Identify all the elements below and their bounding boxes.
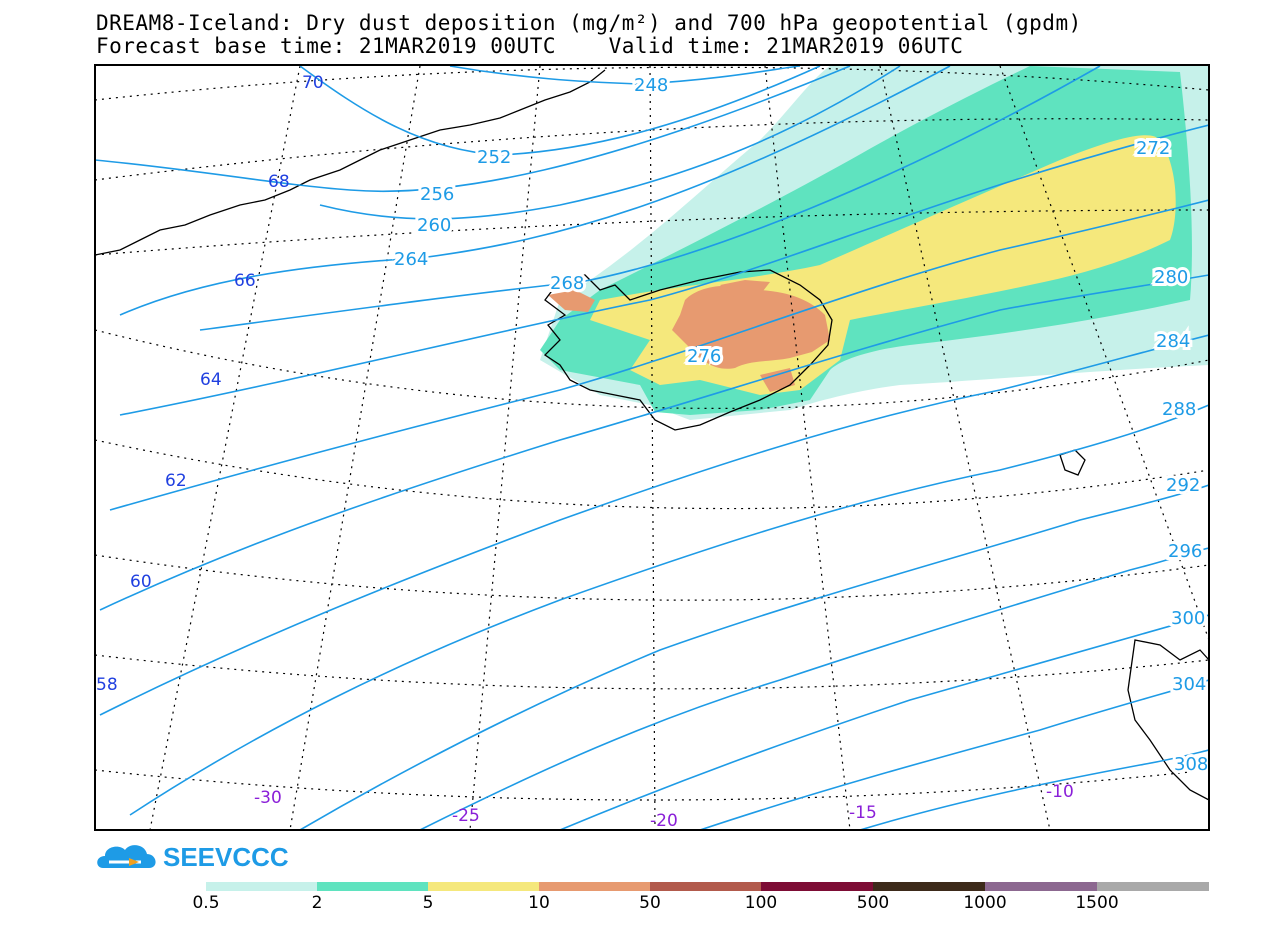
contour-296 [419, 547, 1209, 830]
lat-label: 66 [234, 271, 256, 291]
map-subtitle: Forecast base time: 21MAR2019 00UTC Vali… [96, 34, 964, 58]
legend-label: 1000 [963, 893, 1007, 913]
lat-label: 70 [302, 73, 324, 93]
lon-label: -25 [452, 806, 480, 826]
contour-label: 276 [687, 346, 721, 367]
contour-280 [99, 274, 1209, 611]
contour-304 [699, 679, 1209, 830]
legend-swatch [428, 882, 539, 891]
contour-248 [449, 65, 801, 85]
dust-level-10-north [720, 280, 770, 298]
contour-300 [559, 614, 1209, 830]
contour-260 [319, 65, 901, 220]
contour-labels: 248 252 256 260 264 268 272 276 280 284 … [391, 72, 1209, 778]
contour-308 [859, 749, 1209, 830]
contour-label: 300 [1171, 608, 1205, 629]
contour-label: 296 [1168, 541, 1202, 562]
greenland-coast [95, 69, 606, 256]
contour-268 [199, 65, 1101, 331]
legend-swatch [650, 882, 761, 891]
contour-label: 288 [1162, 399, 1196, 420]
contour-label: 268 [550, 273, 584, 294]
contour-288 [129, 404, 1209, 816]
contour-256 [95, 65, 851, 193]
coastlines [95, 69, 1209, 801]
legend-label: 0.5 [192, 893, 220, 913]
map-frame [94, 64, 1210, 831]
seevccc-logo: SEEVCCC [97, 842, 289, 872]
legend-label: 500 [856, 893, 890, 913]
lon-label: -10 [1046, 782, 1074, 802]
legend-label: 100 [744, 893, 778, 913]
contour-252 [299, 65, 821, 156]
norway-coast [1127, 639, 1209, 801]
lon-label: -30 [254, 788, 282, 808]
legend-label: 50 [639, 893, 661, 913]
geopotential-contours [95, 65, 1209, 830]
lon-label: -20 [650, 811, 678, 831]
lat-label: 68 [268, 172, 290, 192]
legend-swatch [539, 882, 650, 891]
legend-label: 2 [311, 893, 323, 913]
contour-label: 260 [417, 215, 451, 236]
iceland-coast [543, 269, 833, 431]
lon-label: -15 [849, 803, 877, 823]
lat-label: 60 [130, 572, 152, 592]
latitude-labels: 70 68 66 64 62 60 58 [96, 73, 324, 695]
legend-swatch [317, 882, 428, 891]
dust-level-10-west [548, 290, 595, 312]
legend-swatch [206, 882, 317, 891]
dust-deposition-field [540, 66, 1209, 420]
contour-272 [119, 124, 1209, 416]
lat-label: 62 [165, 471, 187, 491]
contour-label: 292 [1166, 475, 1200, 496]
contour-label: 252 [477, 147, 511, 168]
contour-label: 280 [1154, 267, 1188, 288]
longitude-labels: -30 -25 -20 -15 -10 [254, 782, 1074, 831]
legend-label: 5 [422, 893, 434, 913]
contour-label: 272 [1136, 138, 1170, 159]
lat-label: 64 [200, 370, 222, 390]
dust-level-10-south [760, 368, 795, 392]
legend-swatch [985, 882, 1097, 891]
contour-label: 308 [1174, 754, 1208, 775]
logo-text: SEEVCCC [163, 842, 289, 872]
contour-276 [109, 199, 1209, 511]
contour-284 [99, 334, 1209, 716]
contour-label: 256 [420, 184, 454, 205]
legend-swatch [1097, 882, 1209, 891]
contour-label: 304 [1172, 674, 1206, 695]
legend-label: 10 [528, 893, 550, 913]
lat-label: 58 [96, 675, 118, 695]
cloud-icon [97, 845, 156, 868]
contour-264 [119, 65, 951, 316]
map-title: DREAM8-Iceland: Dry dust deposition (mg/… [96, 11, 1082, 35]
legend-swatch [761, 882, 873, 891]
dust-level-10 [672, 285, 830, 369]
contour-label: 248 [634, 75, 668, 96]
legend-label: 1500 [1075, 893, 1119, 913]
contour-292 [299, 484, 1209, 830]
graticule [95, 65, 1209, 830]
contour-label: 284 [1156, 331, 1190, 352]
legend-swatch [873, 882, 985, 891]
contour-label: 264 [394, 249, 428, 270]
